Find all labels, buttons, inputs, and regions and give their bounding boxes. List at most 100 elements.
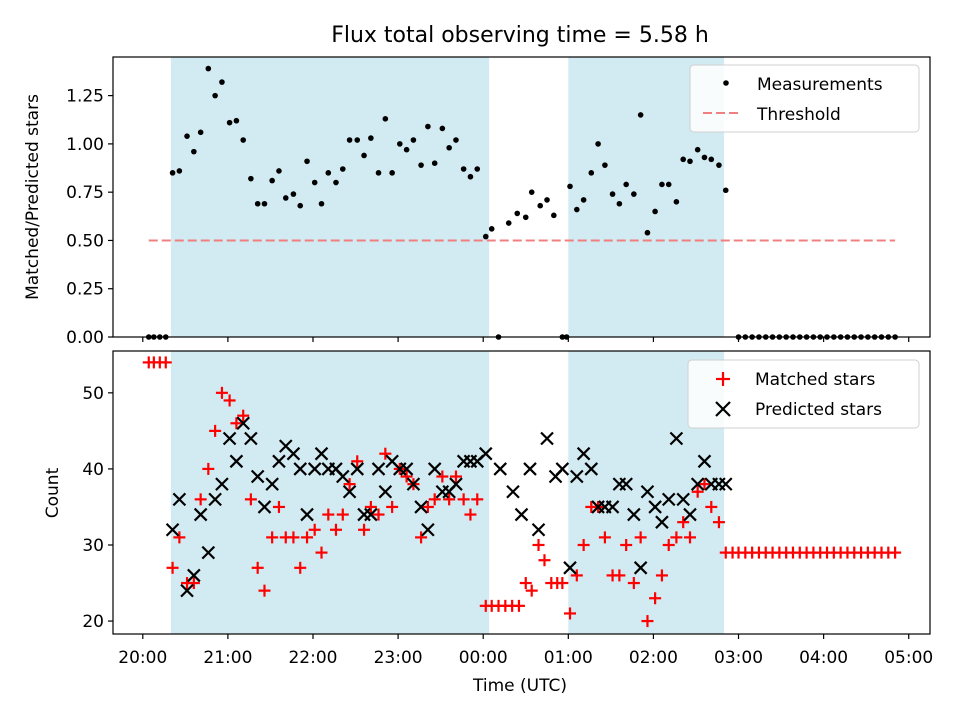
measurement-point [325, 170, 332, 176]
matched-star-point [677, 516, 690, 529]
predicted-star-stroke [371, 462, 386, 476]
predicted-star-stroke [563, 561, 577, 575]
measurement-point [269, 177, 275, 184]
matched-star-point [436, 470, 449, 483]
matched-star-point [223, 394, 236, 407]
measurement-point [191, 148, 197, 155]
predicted-star-stroke [633, 561, 648, 575]
predicted-star-point [493, 462, 508, 476]
matched-star-point [230, 417, 243, 430]
matched-star-point [244, 493, 257, 506]
matched-star-point [556, 577, 569, 590]
predicted-star-stroke [669, 431, 684, 446]
predicted-star-stroke [201, 545, 216, 560]
measurement-point [460, 166, 467, 172]
predicted-star-point [540, 431, 554, 446]
x-tick-label: 01:00 [544, 648, 593, 668]
measurement-point [488, 226, 495, 232]
predicted-star-point [718, 477, 733, 491]
measurement-point [425, 123, 431, 130]
top-legend-box [689, 64, 920, 133]
measurement-point [544, 197, 550, 203]
x-tick-label: 04:00 [799, 648, 848, 668]
predicted-star-stroke [605, 500, 620, 514]
matched-star-point [287, 531, 300, 544]
predicted-star-point [208, 492, 222, 507]
predicted-star-stroke [648, 500, 662, 514]
measurement-point [431, 160, 438, 167]
matched-star-point [613, 569, 626, 582]
measurement-point [297, 202, 304, 209]
top-y-tick-label: 0.25 [66, 280, 104, 300]
matched-star-point [187, 577, 200, 590]
predicted-star-stroke [718, 477, 733, 491]
measurement-point [453, 137, 459, 143]
predicted-star-point [421, 522, 435, 537]
measurement-point [637, 112, 644, 118]
measurement-point [514, 210, 521, 217]
predicted-star-stroke [286, 446, 301, 461]
predicted-star-stroke [478, 446, 493, 461]
predicted-star-stroke [193, 507, 208, 522]
predicted-star-point [314, 446, 329, 461]
matched-star-point [237, 409, 250, 422]
predicted-star-stroke [676, 492, 690, 507]
predicted-star-stroke [661, 492, 676, 507]
bottom-shaded-band [170, 351, 490, 634]
predicted-star-stroke [257, 500, 272, 514]
predicted-star-point [414, 500, 428, 514]
predicted-star-stroke [329, 462, 343, 476]
measurement-point [694, 146, 701, 153]
matched-star-point [525, 584, 538, 597]
bottom-y-tick-label: 50 [82, 384, 104, 404]
bottom-legend-box [687, 359, 920, 429]
matched-star-point [372, 508, 385, 521]
matched-star-point [421, 500, 434, 513]
matched-star-point [443, 493, 456, 506]
matched-star-point [712, 516, 725, 529]
predicted-star-stroke [421, 522, 435, 537]
predicted-star-point [244, 431, 258, 446]
predicted-star-point [669, 431, 684, 446]
measurement-point [361, 152, 367, 159]
measurement-point [580, 197, 587, 203]
predicted-star-point [531, 522, 546, 537]
predicted-star-stroke [272, 454, 286, 469]
measurement-point [248, 175, 254, 182]
measurement-point [389, 170, 395, 176]
matched-star-point [251, 561, 264, 574]
matched-star-point [301, 531, 314, 544]
predicted-star-stroke [449, 477, 463, 491]
measurement-point [446, 144, 452, 151]
bottom-axes-frame [112, 350, 931, 635]
measurement-point [282, 195, 289, 201]
measurement-point [261, 200, 268, 207]
top-panel: 0.00 0.25 0.50 0.75 1.00 1.25 Matched/Predict… [23, 56, 931, 348]
matched-star-point [670, 531, 683, 544]
measurement-point [254, 200, 261, 207]
matched-star-point [194, 493, 207, 506]
predicted-star-point [286, 446, 301, 461]
measurement-point [522, 214, 529, 221]
predicted-star-point [201, 545, 216, 560]
top-shaded-regions [170, 57, 725, 337]
predicted-star-stroke [187, 568, 201, 583]
matched-star-point [159, 356, 172, 369]
top-legend: Measurements Threshold [689, 64, 920, 133]
matched-star-point [641, 615, 654, 628]
predicted-star-point [514, 507, 529, 522]
matched-star-point [684, 531, 697, 544]
matched-star-point [889, 546, 902, 559]
measurement-point [375, 170, 382, 176]
measurement-point [665, 181, 672, 188]
matched-star-point [315, 546, 328, 559]
predicted-star-point [478, 446, 493, 461]
bottom-panel: 20 30 40 50 20:00 21:00 22:00 23:00 00:00 01:00 0… [43, 350, 933, 696]
predicted-star-stroke [690, 477, 705, 491]
predicted-star-point [350, 462, 365, 476]
matched-star-point [655, 569, 668, 582]
predicted-star-point [272, 454, 286, 469]
bottom-shaded-regions [170, 351, 725, 634]
measurement-point [368, 135, 374, 141]
predicted-star-stroke [683, 507, 697, 522]
